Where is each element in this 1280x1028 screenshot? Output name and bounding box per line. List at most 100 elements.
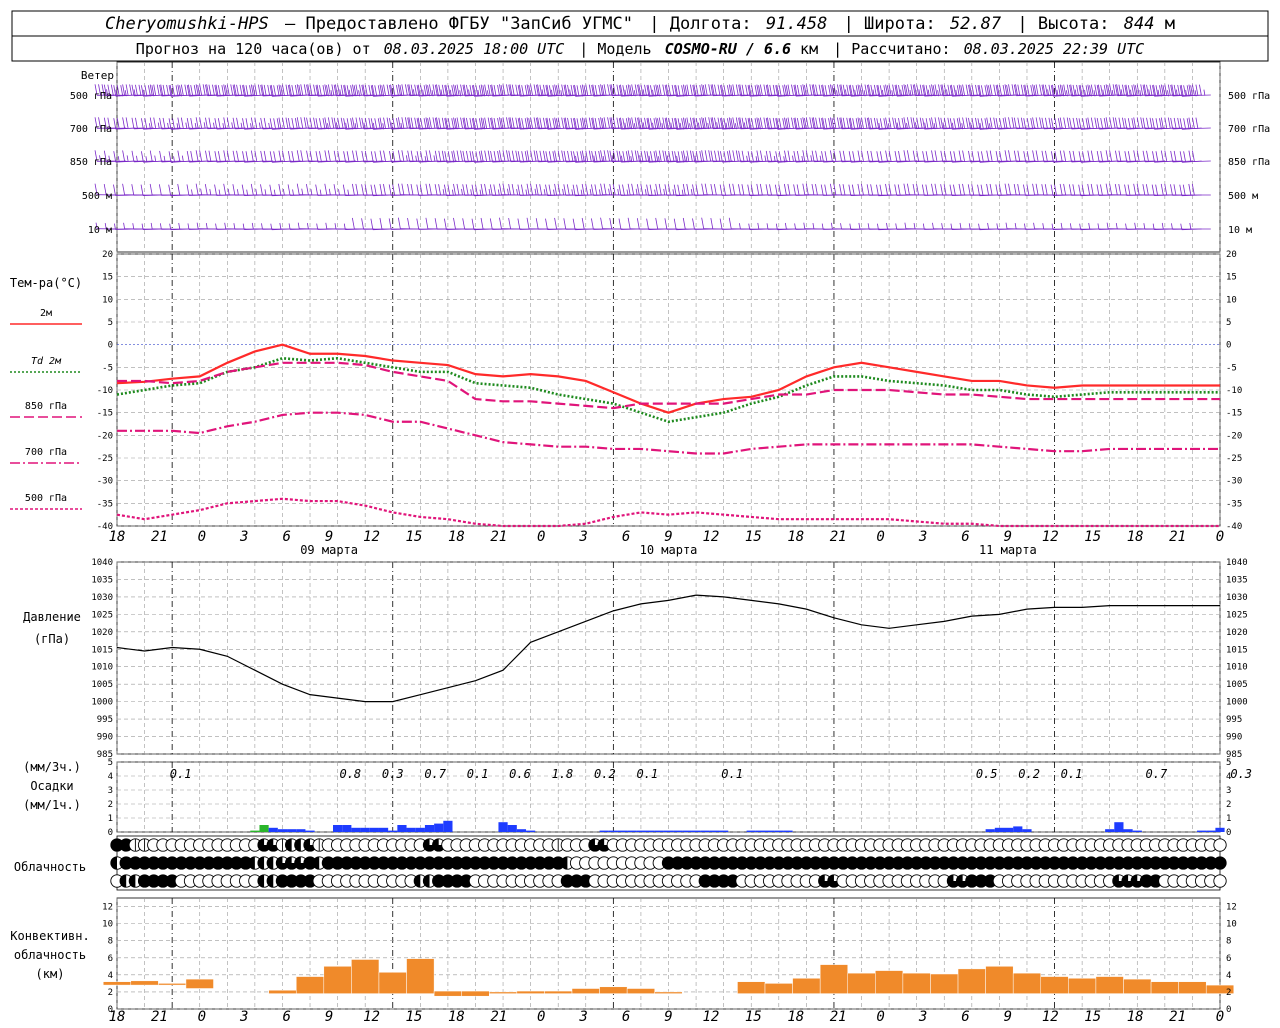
station-name: Cheryomushki-HPS (105, 14, 269, 34)
wind-barb-half (795, 223, 796, 229)
wind-barb-flag (604, 150, 606, 161)
wind-barb-flag (307, 151, 309, 162)
wind-barb-flag (830, 184, 832, 195)
wind-barb-flag (429, 184, 431, 195)
temp-y-tick-right: 15 (1226, 273, 1237, 283)
conv-bar (627, 989, 655, 994)
pres-y-tick-left: 1005 (91, 680, 113, 690)
wind-barb-flag (279, 118, 281, 129)
wind-barb-flag (1161, 118, 1163, 129)
wind-barb-flag (678, 85, 680, 96)
wind-barb-flag (1128, 151, 1130, 162)
wind-barb-flag (788, 184, 790, 195)
wind-barb-flag (1064, 184, 1066, 195)
x-tick-label: 6 (282, 529, 290, 545)
wind-barb-flag (328, 117, 330, 128)
wind-barb-flag (297, 150, 299, 161)
wind-barb-flag (895, 118, 897, 129)
wind-barb-flag (319, 151, 321, 162)
x-tick-label-bottom: 12 (363, 1009, 380, 1024)
wind-barb-flag (439, 85, 441, 96)
wind-barb-flag (405, 84, 407, 95)
wind-barb-half (915, 122, 916, 128)
wind-barb-half (1176, 90, 1177, 96)
x-tick-label-bottom: 21 (830, 1009, 847, 1024)
wind-barb-flag (819, 118, 821, 129)
wind-barb-flag (173, 85, 175, 96)
conv-y-tick-right: 8 (1226, 937, 1231, 947)
wind-barb-flag (656, 151, 658, 162)
wind-barb-flag (880, 151, 882, 162)
wind-barb (133, 223, 154, 229)
pres-y-tick-left: 1040 (91, 558, 113, 568)
wind-barb-flag (663, 85, 665, 96)
wind-barb-flag (187, 118, 189, 129)
wind-barb-half (942, 223, 943, 229)
wind-barb-flag (415, 85, 417, 96)
wind-barb-flag (1045, 184, 1047, 195)
wind-barb-flag (540, 184, 542, 195)
wind-barb-flag (623, 118, 625, 129)
wind-barb-flag (231, 84, 233, 95)
wind-barb-flag (518, 185, 520, 196)
lon-label: | Долгота: (649, 14, 751, 34)
pres-y-tick-right: 1035 (1226, 575, 1248, 585)
wind-barb-flag (1018, 85, 1020, 96)
temp-y-tick-left: -20 (97, 431, 113, 441)
wind-barb-flag (1115, 184, 1117, 195)
wind-barb-staff (1191, 128, 1211, 129)
wind-barb-flag (604, 184, 606, 195)
wind-barb-flag (994, 85, 996, 96)
wind-barb-flag (540, 118, 542, 129)
wind-barb-flag (1115, 118, 1117, 129)
conv-bar (903, 973, 931, 993)
pres-y-tick-right: 1015 (1226, 645, 1248, 655)
wind-barb-flag (466, 151, 468, 162)
wind-level-label: 10 м (88, 225, 112, 236)
wind-barb-flag (476, 151, 478, 162)
wind-barb-flag (690, 151, 692, 162)
wind-barb-flag (261, 118, 263, 129)
wind-barb-flag (264, 85, 266, 96)
wind-barb-flag (944, 85, 946, 96)
wind-barb-flag (141, 118, 143, 129)
wind-barb-half (960, 223, 961, 229)
wind-barb-flag (990, 151, 992, 162)
wind-barb-flag (709, 150, 711, 161)
conv-bar (737, 982, 765, 994)
wind-barb-flag (654, 151, 656, 162)
wind-barb-flag (959, 118, 961, 129)
x-tick-label: 0 (537, 529, 545, 545)
wind-barb-half (443, 189, 444, 195)
conv-bar (296, 977, 324, 994)
wind-barb-flag (573, 185, 575, 196)
wind-barb-flag (439, 118, 441, 129)
wind-barb-flag (301, 150, 303, 161)
wind-barb-flag (549, 85, 551, 96)
wind-barb-flag (466, 85, 468, 96)
conv-y-tick-left: 12 (102, 903, 113, 913)
x-tick-label: 12 (363, 529, 380, 545)
wind-barb-half (896, 223, 897, 229)
precip-total-label: 0.7 (424, 767, 446, 781)
wind-barb-flag (1132, 85, 1134, 96)
cloud-circle (1214, 857, 1226, 869)
wind-barb-flag (1036, 117, 1038, 128)
wind-barb-flag (1104, 85, 1106, 96)
wind-barb-half (201, 189, 202, 195)
wind-barb-flag (411, 151, 413, 162)
wind-barb-flag (770, 85, 772, 96)
wind-barb-flag (720, 219, 722, 230)
wind-barb-flag (304, 84, 306, 95)
wind-barb-flag (369, 118, 371, 129)
wind-barb-flag (801, 85, 803, 96)
cloud-symbol (1214, 875, 1226, 887)
wind-barb-flag (488, 85, 490, 96)
wind-barb-half (338, 189, 339, 195)
wind-barb-flag (371, 185, 373, 196)
wind-barb-flag (619, 151, 621, 162)
wind-barb-flag (209, 151, 211, 162)
x-tick-label: 12 (702, 529, 719, 545)
wind-barb-flag (944, 118, 946, 129)
temp-y-tick-right: -40 (1226, 522, 1242, 532)
